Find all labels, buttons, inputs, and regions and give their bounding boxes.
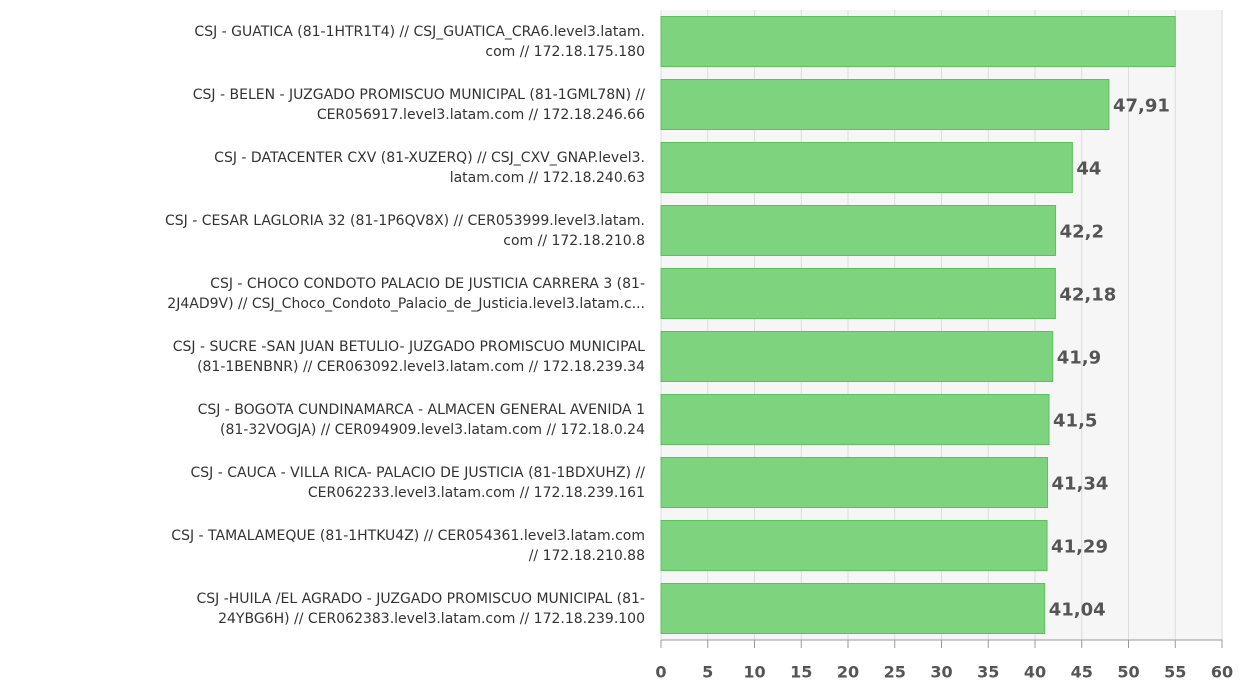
y-tick-label: CSJ -HUILA /EL AGRADO - JUZGADO PROMISCU… — [196, 590, 645, 627]
value-label: 42,18 — [1059, 285, 1116, 306]
bar — [660, 205, 1057, 256]
x-tick-label: 15 — [790, 663, 812, 682]
y-tick-label: CSJ - DATACENTER CXV (81-XUZERQ) // CSJ_… — [214, 149, 645, 186]
y-tick-label: CSJ - GUATICA (81-1HTR1T4) // CSJ_GUATIC… — [194, 23, 645, 60]
x-tick-label: 5 — [702, 663, 713, 682]
x-tick-label: 20 — [837, 663, 859, 682]
x-tick-label: 40 — [1024, 663, 1046, 682]
value-label: 41,5 — [1053, 411, 1097, 432]
bar — [660, 331, 1054, 382]
x-tick-label: 0 — [655, 663, 666, 682]
bar — [660, 79, 1110, 130]
value-label: 44 — [1076, 159, 1101, 180]
bar — [660, 520, 1048, 571]
y-tick-label: CSJ - CESAR LAGLORIA 32 (81-1P6QV8X) // … — [164, 212, 645, 249]
y-tick-label: CSJ - CAUCA - VILLA RICA- PALACIO DE JUS… — [190, 464, 645, 501]
bar — [660, 457, 1049, 508]
value-label: 41,29 — [1051, 537, 1108, 558]
value-label: 47,91 — [1113, 96, 1170, 117]
y-tick-label: CSJ - BELEN - JUZGADO PROMISCUO MUNICIPA… — [192, 86, 645, 123]
y-tick-label: CSJ - BOGOTA CUNDINAMARCA - ALMACEN GENE… — [197, 401, 645, 438]
y-tick-label: CSJ - SUCRE -SAN JUAN BETULIO- JUZGADO P… — [172, 338, 645, 375]
bar — [660, 394, 1050, 445]
x-tick-label: 50 — [1117, 663, 1139, 682]
bar — [660, 16, 1176, 67]
y-tick-label: CSJ - TAMALAMEQUE (81-1HTKU4Z) // CER054… — [171, 527, 645, 564]
bar — [660, 583, 1046, 634]
y-tick-label: CSJ - CHOCO CONDOTO PALACIO DE JUSTICIA … — [167, 275, 645, 312]
x-tick-label: 55 — [1164, 663, 1186, 682]
x-tick-label: 45 — [1071, 663, 1093, 682]
bar — [660, 142, 1073, 193]
value-label: 41,04 — [1049, 600, 1106, 621]
x-tick-label: 60 — [1211, 663, 1233, 682]
x-tick-label: 30 — [930, 663, 952, 682]
x-tick-label: 25 — [884, 663, 906, 682]
value-label: 41,9 — [1057, 348, 1101, 369]
value-label: 41,34 — [1052, 474, 1109, 495]
value-label: 42,2 — [1060, 222, 1104, 243]
x-tick-label: 10 — [743, 663, 765, 682]
x-tick-label: 35 — [977, 663, 999, 682]
bar — [660, 268, 1056, 319]
